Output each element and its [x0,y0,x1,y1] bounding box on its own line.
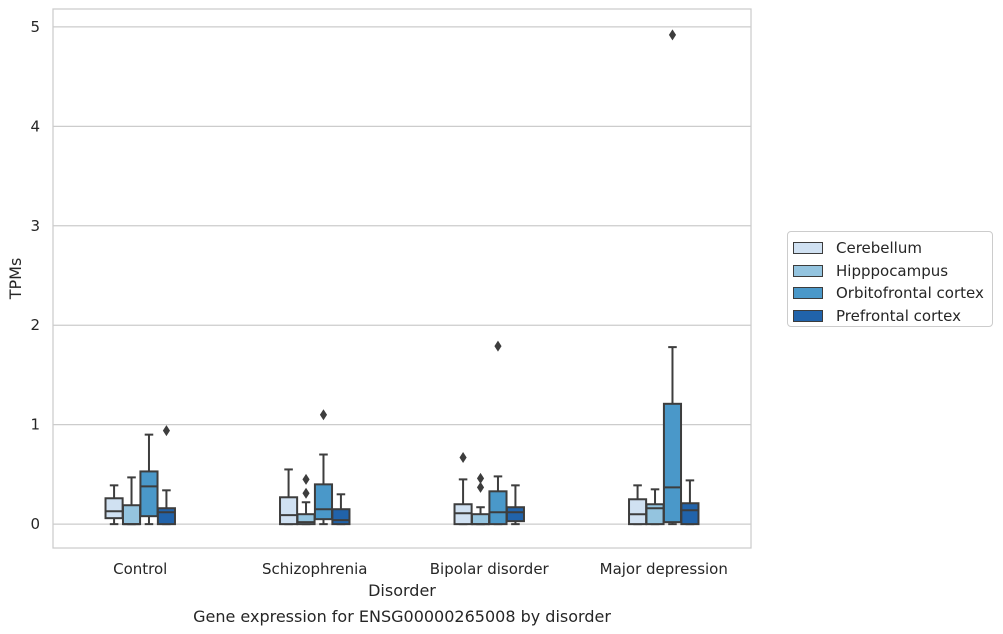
box-orbitofrontal-cortex-control [139,470,159,518]
plot-area [53,9,751,548]
y-tick-label: 2 [30,316,40,334]
legend-swatch-hippocampus [793,264,823,277]
box-cerebellum-major-depression [628,498,648,526]
box-prefrontal-cortex-bipolar-disorder [505,506,525,523]
box-hipppocampus-control [121,504,142,526]
outlier-prefrontal-cortex-control [162,425,170,437]
outlier-orbitofrontal-cortex-major-depression [668,29,677,41]
box-hipppocampus-bipolar-disorder [470,513,491,526]
box-cerebellum-schizophrenia [279,496,299,526]
box-orbitofrontal-cortex-major-depression [662,402,683,524]
outlier-hipppocampus-schizophrenia [302,487,310,499]
outlier-orbitofrontal-cortex-schizophrenia [319,409,328,421]
outlier-hipppocampus-bipolar-disorder [476,472,485,484]
outlier-hipppocampus-bipolar-disorder [476,481,485,493]
legend-label-orbitofrontal-cortex: Orbitofrontal cortex [836,284,984,303]
x-axis-label: Disorder [368,581,436,600]
box-prefrontal-cortex-control [156,507,176,526]
legend-swatch-cerebellum [793,242,823,255]
y-tick-label: 4 [30,117,40,135]
x-tick-label-major-depression: Major depression [600,560,728,578]
legend-label-hippocampus: Hipppocampus [836,261,949,280]
legend-label-prefrontal-cortex: Prefrontal cortex [836,306,961,325]
box-prefrontal-cortex-schizophrenia [331,508,351,526]
legend-item-hippocampus: Hipppocampus [793,260,992,283]
legend-item-prefrontal-cortex: Prefrontal cortex [793,305,992,328]
box-orbitofrontal-cortex-schizophrenia [313,483,334,521]
box-cerebellum-control [104,497,124,520]
outlier-orbitofrontal-cortex-bipolar-disorder [494,340,502,352]
y-axis-label: TPMs [6,258,25,301]
y-tick-label: 0 [30,515,40,533]
x-tick-label-bipolar-disorder: Bipolar disorder [430,560,550,578]
outlier-hipppocampus-schizophrenia [302,473,310,485]
legend-swatch-prefrontal-cortex [793,309,823,322]
legend-item-cerebellum: Cerebellum [793,237,992,260]
outlier-cerebellum-bipolar-disorder [459,452,467,464]
x-tick-label-schizophrenia: Schizophrenia [262,560,367,578]
legend-swatch-orbitofrontal-cortex [793,287,823,300]
plot-border [52,8,752,549]
legend-item-orbitofrontal-cortex: Orbitofrontal cortex [793,282,992,305]
chart-legend: Cerebellum Hipppocampus Orbitofrontal co… [787,231,993,327]
legend-label-cerebellum: Cerebellum [836,239,922,258]
box-prefrontal-cortex-major-depression [680,502,700,526]
y-tick-label: 1 [30,416,40,434]
box-orbitofrontal-cortex-bipolar-disorder [488,490,508,526]
x-tick-label-control: Control [113,560,167,578]
chart-title: Gene expression for ENSG00000265008 by d… [193,607,611,626]
y-tick-label: 5 [30,18,40,36]
y-tick-label: 3 [30,217,40,235]
